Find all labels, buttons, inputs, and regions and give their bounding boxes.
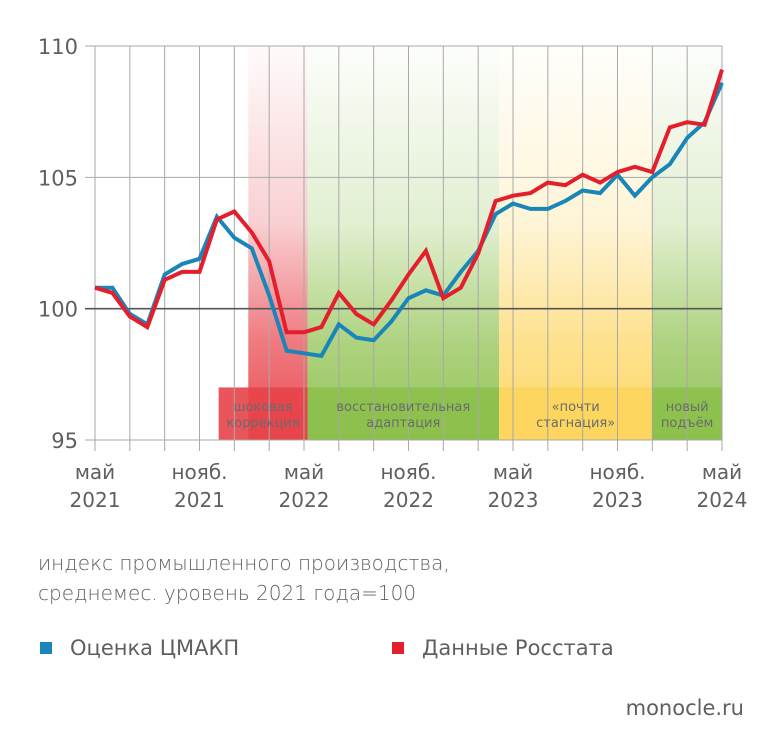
legend-label: Оценка ЦМАКП	[70, 636, 240, 660]
caption-line-2: среднемес. уровень 2021 года=100	[38, 581, 417, 605]
x-tick-label: нояб.	[171, 460, 227, 484]
y-tick-label: 100	[38, 298, 78, 322]
chart-caption: индекс промышленного производства, средн…	[38, 548, 450, 608]
legend-item-rosstat: Данные Росстата	[392, 636, 614, 660]
x-tick-label: 2023	[592, 488, 643, 512]
period-label: новый	[666, 400, 709, 415]
x-tick-label: 2022	[279, 488, 330, 512]
x-tick-label: май	[702, 460, 742, 484]
period-label: адаптация	[366, 416, 440, 431]
x-tick-label: нояб.	[380, 460, 436, 484]
y-axis: 95 100 105 110	[38, 35, 78, 453]
x-tick-label: нояб.	[589, 460, 645, 484]
period-label: шоковая	[234, 400, 293, 415]
data-series	[94, 68, 724, 359]
x-tick-label: 2022	[383, 488, 434, 512]
x-tick-label: 2021	[174, 488, 225, 512]
y-tick-label: 95	[51, 429, 78, 453]
legend-label: Данные Росстата	[422, 636, 614, 660]
period-label: «почти	[552, 400, 600, 415]
source-credit: monocle.ru	[625, 696, 744, 720]
x-tick-label: 2024	[697, 488, 748, 512]
x-tick-label: 2021	[70, 488, 121, 512]
series-line-rosstat	[94, 68, 724, 335]
period-label: коррекция	[226, 416, 299, 431]
x-tick-label: май	[493, 460, 533, 484]
period-label: восстановительная	[336, 400, 470, 415]
x-tick-label: май	[284, 460, 324, 484]
x-tick-label: май	[75, 460, 115, 484]
series-line-cmakp	[95, 81, 724, 359]
y-tick-label: 105	[38, 166, 78, 190]
caption-line-1: индекс промышленного производства,	[38, 551, 450, 575]
legend-swatch-blue	[40, 642, 52, 654]
period-zones	[218, 46, 722, 440]
horizontal-gridlines	[85, 45, 722, 441]
legend-swatch-red	[392, 642, 404, 654]
y-tick-label: 110	[38, 35, 78, 59]
period-label: подъём	[661, 416, 713, 431]
period-label: стагнация»	[536, 416, 615, 431]
x-tick-label: 2023	[488, 488, 539, 512]
vertical-gridlines	[94, 46, 723, 451]
x-axis: май 2021 нояб. 2021 май 2022 нояб. 2022 май 2023 н…	[70, 460, 748, 512]
legend-item-cmakp: Оценка ЦМАКП	[40, 636, 239, 660]
